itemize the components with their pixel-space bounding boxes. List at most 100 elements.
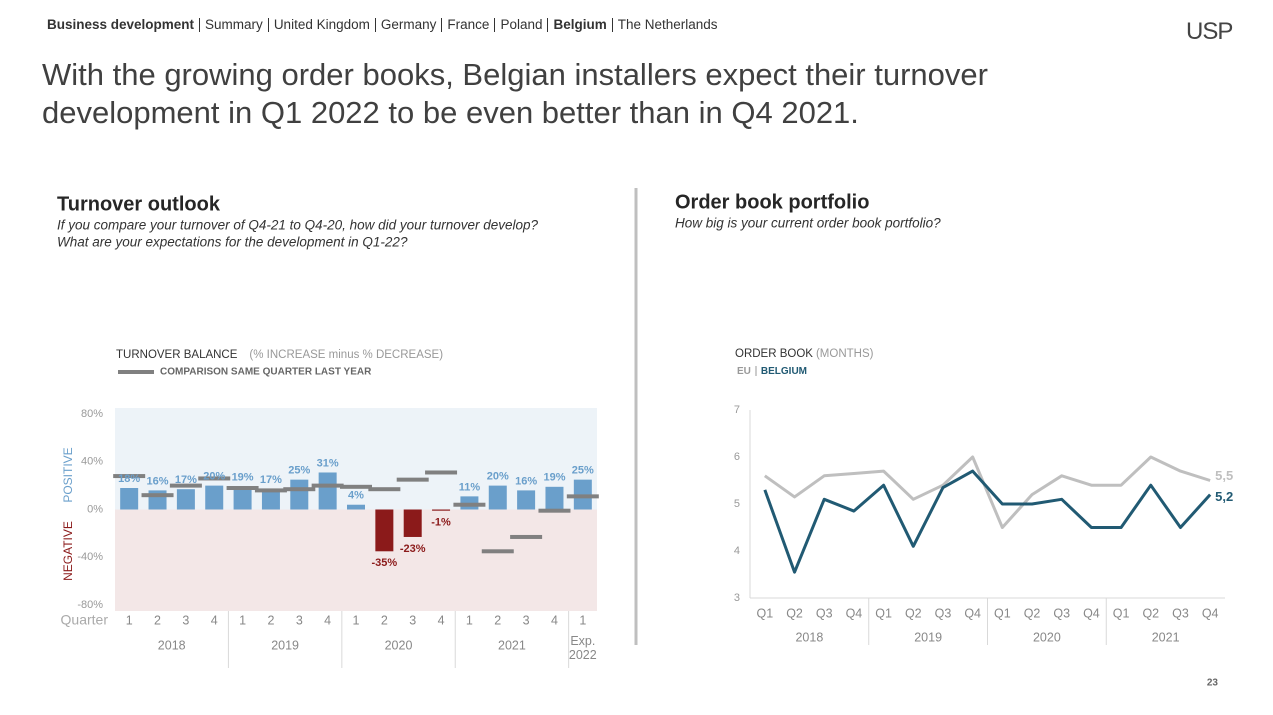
end-label: 5,2 bbox=[1215, 489, 1233, 504]
x-tick-label: 3 bbox=[523, 613, 530, 627]
series-line bbox=[763, 469, 1212, 574]
y-tick-label: -40% bbox=[77, 551, 103, 563]
y-tick-label: 4 bbox=[734, 545, 740, 557]
end-label: 5,5 bbox=[1215, 468, 1233, 483]
bar bbox=[205, 485, 224, 510]
x-tick-label: 1 bbox=[126, 613, 133, 627]
bar bbox=[318, 472, 337, 510]
x-tick-label: 1 bbox=[579, 613, 586, 627]
x-tick-label: 2 bbox=[267, 613, 274, 627]
nav-item[interactable]: Summary bbox=[199, 18, 268, 32]
logo: USP bbox=[1186, 18, 1233, 45]
data-label: 20% bbox=[203, 471, 225, 483]
y-axis-title-note: (MONTHS) bbox=[816, 348, 874, 360]
data-label: 17% bbox=[260, 474, 282, 486]
x-tick-label: 2 bbox=[154, 613, 161, 627]
chart-title: Order book portfolio bbox=[675, 191, 869, 213]
x-tick-label: 3 bbox=[182, 613, 189, 627]
legend-label: BELGIUM bbox=[761, 366, 807, 377]
x-tick-label: Q3 bbox=[816, 606, 833, 620]
nav-item[interactable]: The Netherlands bbox=[611, 18, 723, 32]
x-group-label: Exp. 2022 bbox=[569, 634, 597, 662]
comparison-dash bbox=[566, 494, 599, 499]
legend: EU BELGIUM bbox=[737, 366, 807, 377]
y-tick-label: 5 bbox=[734, 498, 740, 510]
nav-item[interactable]: Germany bbox=[374, 18, 442, 32]
bar bbox=[375, 509, 394, 552]
data-label: 25% bbox=[572, 465, 594, 477]
comparison-dash bbox=[481, 549, 514, 554]
x-tick-label: Q2 bbox=[786, 606, 803, 620]
bar bbox=[261, 489, 280, 510]
nav-item[interactable]: France bbox=[441, 18, 494, 32]
y-tick-label: 3 bbox=[734, 592, 740, 604]
x-tick-label: Q2 bbox=[905, 606, 922, 620]
chart-subtitle: If you compare your turnover of Q4-21 to… bbox=[57, 218, 539, 233]
y-tick-label: 80% bbox=[81, 408, 103, 420]
x-tick-label: Q2 bbox=[1024, 606, 1041, 620]
comparison-dash bbox=[340, 484, 372, 489]
y-tick-label: 7 bbox=[734, 404, 740, 416]
x-group-label: 2019 bbox=[914, 630, 942, 644]
page-number: 23 bbox=[1207, 678, 1219, 689]
comparison-dash bbox=[425, 470, 458, 475]
x-tick-label: 1 bbox=[353, 613, 360, 627]
comparison-dash bbox=[169, 483, 202, 488]
y-axis-title-main: ORDER BOOK bbox=[735, 348, 813, 360]
legend-label: EU bbox=[737, 366, 751, 377]
bar bbox=[233, 486, 252, 510]
data-label: 17% bbox=[175, 474, 197, 486]
data-label: 20% bbox=[487, 471, 509, 483]
chart-subtitle: How big is your current order book portf… bbox=[675, 216, 941, 231]
nav-item[interactable]: United Kingdom bbox=[267, 18, 375, 32]
y-axis-title-main: TURNOVER BALANCE bbox=[116, 349, 238, 361]
chart-subtitle: What are your expectations for the devel… bbox=[57, 235, 408, 250]
x-tick-label: Q2 bbox=[1142, 606, 1159, 620]
y-tick-label: 0% bbox=[87, 503, 103, 515]
x-tick-label: 1 bbox=[466, 613, 473, 627]
series-line bbox=[763, 455, 1211, 529]
y-tick-label: -80% bbox=[77, 599, 103, 611]
data-label: -23% bbox=[400, 543, 426, 555]
y-tick-label: 6 bbox=[734, 451, 740, 463]
nav-item[interactable]: Poland bbox=[494, 18, 547, 32]
nav-item[interactable]: Business development bbox=[47, 17, 195, 32]
comparison-dash bbox=[198, 476, 231, 481]
x-group-label: 2019 bbox=[271, 638, 299, 652]
data-label: 4% bbox=[348, 490, 364, 502]
x-tick-label: Q4 bbox=[1202, 606, 1219, 620]
bar bbox=[403, 509, 422, 537]
negative-band bbox=[115, 509, 597, 611]
data-label: -35% bbox=[372, 557, 398, 569]
data-label: 18% bbox=[118, 473, 140, 485]
data-label: -1% bbox=[431, 517, 451, 529]
x-group-label: 2020 bbox=[1033, 630, 1061, 644]
x-tick-label: Q3 bbox=[1172, 606, 1189, 620]
positive-label: POSITIVE bbox=[61, 447, 75, 502]
x-tick-label: 1 bbox=[239, 613, 246, 627]
x-tick-label: Q1 bbox=[875, 606, 892, 620]
x-tick-label: 2 bbox=[494, 613, 501, 627]
x-tick-label: 4 bbox=[438, 613, 445, 627]
x-tick-label: Q1 bbox=[1113, 606, 1130, 620]
comparison-dash bbox=[510, 534, 543, 539]
data-label: 31% bbox=[317, 457, 339, 469]
comparison-dash bbox=[113, 474, 146, 479]
data-label: 19% bbox=[543, 472, 565, 484]
comparison-dash bbox=[538, 508, 571, 513]
x-tick-label: Q1 bbox=[994, 606, 1011, 620]
nav-item[interactable]: Belgium bbox=[547, 18, 611, 32]
bar bbox=[545, 486, 564, 510]
comparison-dash bbox=[226, 486, 259, 491]
slide-title: With the growing order books, Belgian in… bbox=[42, 57, 988, 130]
data-label: 11% bbox=[459, 481, 481, 493]
legend-swatch bbox=[118, 370, 154, 374]
x-tick-label: 4 bbox=[551, 613, 558, 627]
breadcrumb-nav: Business development Summary United Kingdo… bbox=[47, 18, 723, 32]
bar bbox=[517, 490, 536, 510]
comparison-dash bbox=[254, 488, 287, 493]
x-tick-label: 3 bbox=[296, 613, 303, 627]
data-label: 16% bbox=[147, 475, 169, 487]
